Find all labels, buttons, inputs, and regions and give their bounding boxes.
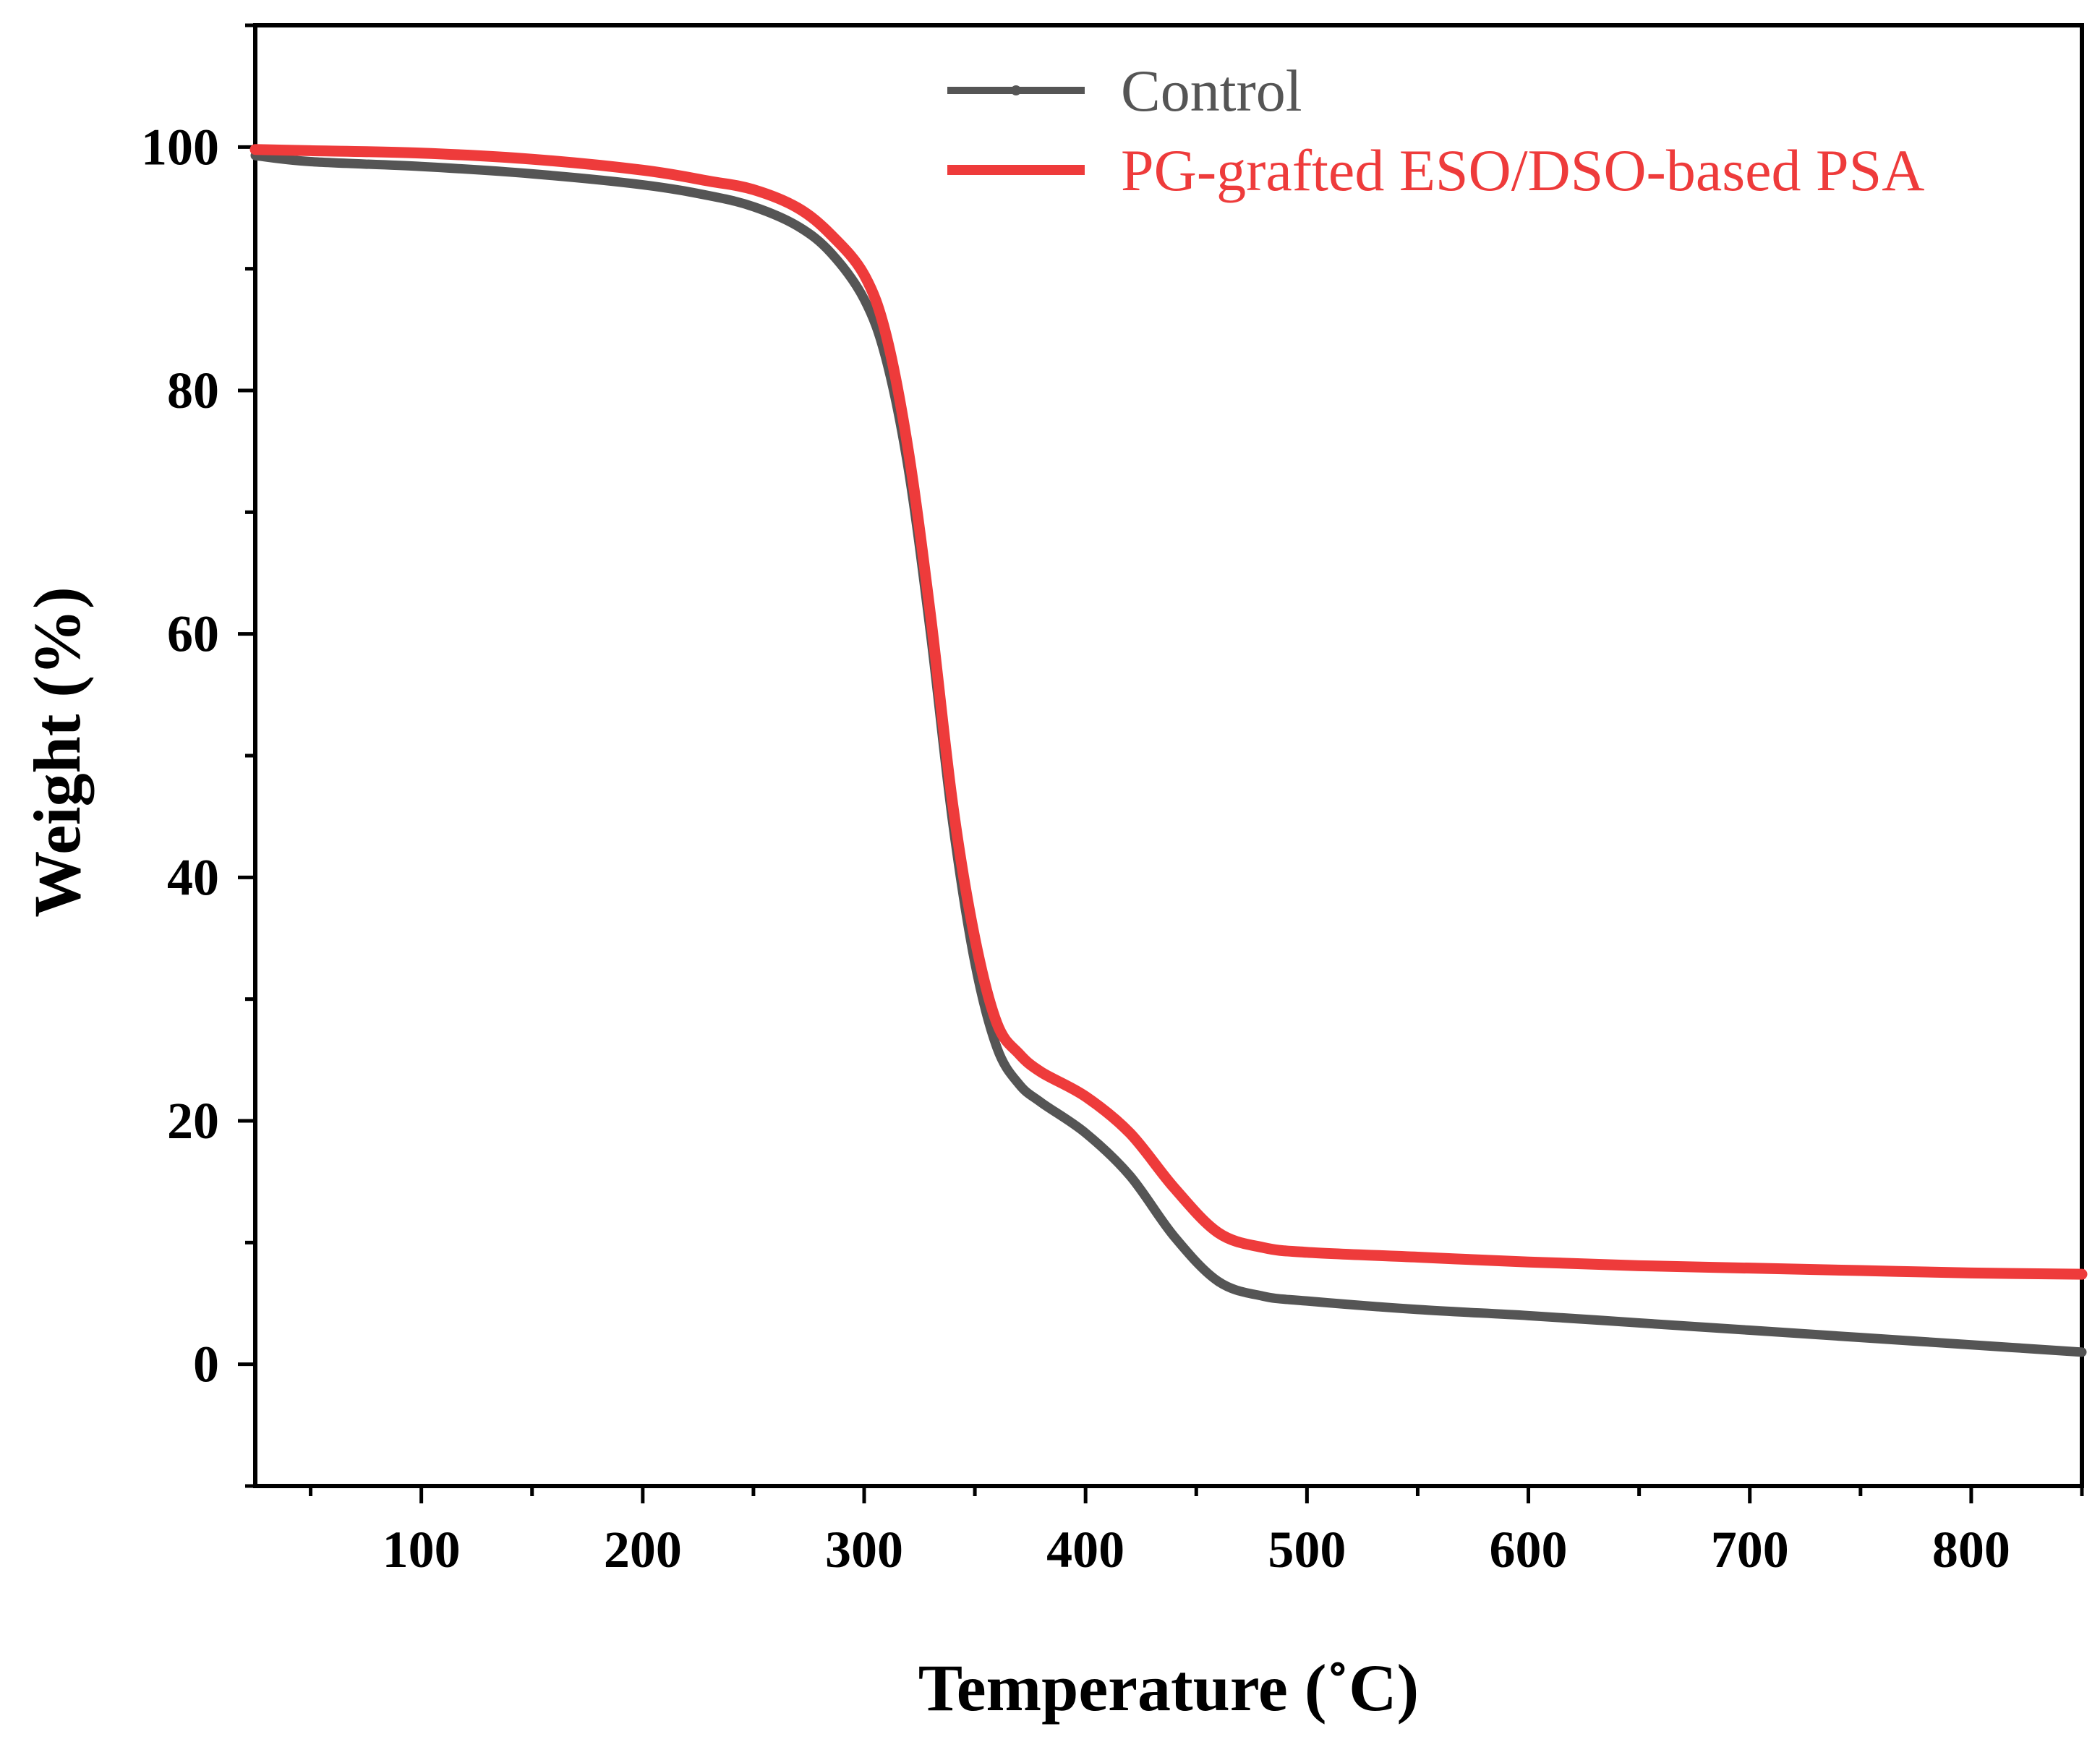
series-lines (249, 144, 2088, 1357)
x-tick-label: 600 (1490, 1521, 1568, 1579)
x-axis-ticks: 100 200 300 400 500 600 700 800 (309, 1486, 2084, 1579)
x-tick-label: 700 (1711, 1521, 1789, 1579)
series-line-0 (250, 150, 2087, 1357)
x-tick-label: 100 (383, 1521, 461, 1579)
y-tick-label: 20 (167, 1092, 219, 1150)
x-tick-label: 400 (1046, 1521, 1124, 1579)
x-tick-label: 300 (825, 1521, 903, 1579)
x-tick-label: 800 (1932, 1521, 2010, 1579)
y-tick-label: 100 (141, 118, 219, 176)
y-tick-label: 80 (167, 362, 219, 419)
y-tick-label: 0 (193, 1336, 219, 1393)
y-tick-label: 60 (167, 605, 219, 663)
legend-label-0: Control (1121, 58, 1302, 124)
legend-label-1: PG-grafted ESO/DSO-based PSA (1121, 137, 1924, 203)
y-axis-ticks: 0 20 40 60 80 100 (141, 23, 255, 1488)
y-tick-label: 40 (167, 848, 219, 906)
x-tick-label: 200 (604, 1521, 682, 1579)
series-line-1 (249, 144, 2088, 1280)
legend-marker-0 (1011, 85, 1021, 95)
legend: Control PG-grafted ESO/DSO-based PSA (947, 58, 1924, 203)
x-axis-title: Temperature (˚C) (918, 1651, 1419, 1725)
y-axis-title: Weight (%) (20, 586, 94, 917)
x-tick-label: 500 (1268, 1521, 1346, 1579)
